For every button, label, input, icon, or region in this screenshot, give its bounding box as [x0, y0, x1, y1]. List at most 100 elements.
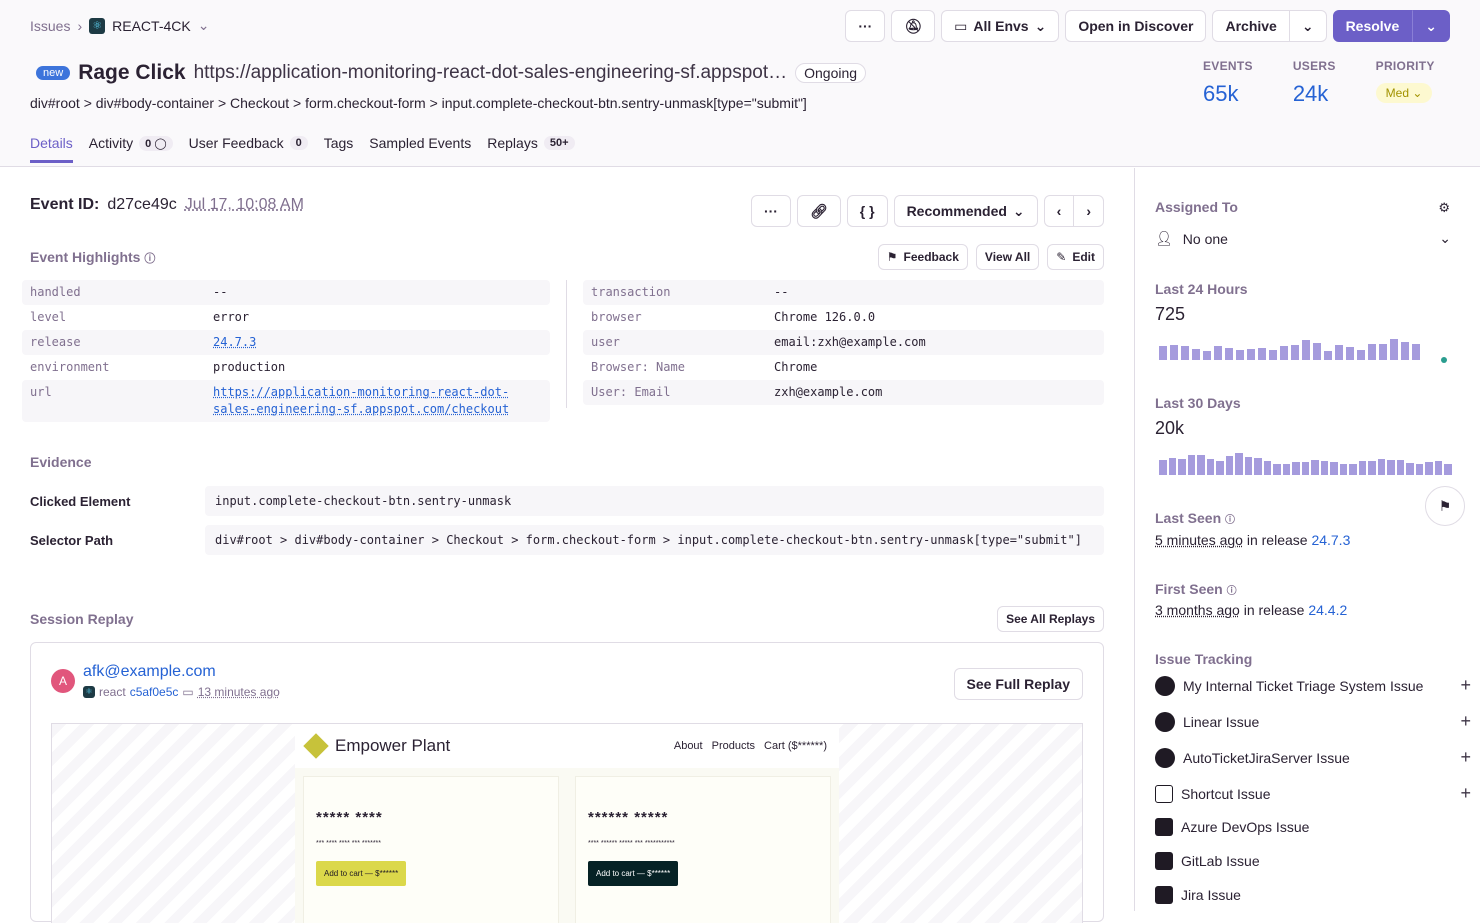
resolve-dropdown[interactable]: ⌄ [1412, 10, 1450, 42]
gear-icon[interactable]: ⚙ [1438, 200, 1450, 215]
plus-icon[interactable]: + [1460, 747, 1471, 767]
breadcrumb-project[interactable]: REACT-4CK [112, 17, 191, 34]
issue-tracking-label: Linear Issue [1183, 713, 1260, 730]
feedback-button[interactable]: ⚑ Feedback [877, 244, 968, 270]
highlight-row: transaction -- [583, 280, 1104, 305]
events-count[interactable]: 65k [1203, 81, 1239, 106]
plus-icon[interactable]: + [1460, 675, 1471, 695]
view-all-button[interactable]: View All [975, 244, 1040, 270]
feedback-fab[interactable]: ⚑ [1425, 486, 1465, 526]
sidebar: Assigned To ⚙ 👤︎ No one ⌄ Last 24 Hours 72… [1134, 168, 1480, 911]
issue-type: Rage Click [78, 61, 186, 84]
link-icon: 🔗︎ [809, 202, 828, 219]
site-nav-cart: Cart ($******) [764, 740, 827, 752]
sparkline-bar [1282, 464, 1290, 475]
last-seen-release[interactable]: 24.7.3 [1311, 532, 1351, 548]
recommended-dropdown[interactable]: Recommended ⌄ [893, 195, 1038, 227]
linear-icon [1155, 711, 1175, 732]
issue-tracking-item[interactable]: Linear Issue + [1155, 711, 1471, 732]
env-dropdown[interactable]: ▭ All Envs ⌄ [941, 10, 1060, 42]
events-label: EVENTS [1203, 59, 1253, 73]
issue-tracking-item[interactable]: AutoTicketJiraServer Issue + [1155, 747, 1471, 768]
tab-activity[interactable]: Activity 0 ◯ [89, 135, 173, 163]
last-30-count: 20k [1155, 418, 1185, 438]
last-30-label: Last 30 Days [1155, 395, 1241, 411]
sparkline-bar [1358, 461, 1366, 475]
event-time[interactable]: Jul 17, 10:08 AM [184, 196, 304, 213]
archive-button[interactable]: Archive [1212, 10, 1290, 42]
highlight-key: handled [30, 285, 81, 299]
plus-icon[interactable]: + [1460, 783, 1471, 803]
feedback-count: 0 [289, 136, 308, 150]
status-badge: Ongoing [795, 63, 867, 83]
priority-dropdown[interactable]: Med ⌄ [1375, 83, 1433, 103]
replay-user[interactable]: afk@example.com [83, 663, 216, 680]
issue-tracking-item[interactable]: My Internal Ticket Triage System Issue + [1155, 675, 1471, 696]
chevron-down-icon[interactable]: ⌄ [197, 17, 210, 33]
sparkline-bar [1263, 461, 1271, 475]
plus-icon[interactable]: + [1460, 711, 1471, 731]
megaphone-icon: ⚑ [886, 250, 898, 264]
edit-button[interactable]: ✎ Edit [1047, 244, 1104, 270]
divider [566, 280, 567, 408]
assignee-dropdown[interactable]: 👤︎ No one ⌄ [1155, 230, 1451, 247]
sparkline-bar [1401, 342, 1409, 360]
tab-tags[interactable]: Tags [324, 135, 354, 163]
highlight-key: Browser: Name [591, 360, 685, 374]
tab-sampled-events[interactable]: Sampled Events [369, 135, 471, 163]
resolve-button[interactable]: Resolve [1332, 10, 1413, 42]
more-button[interactable]: ··· [845, 10, 886, 42]
replay-player[interactable]: Empower Plant About Products Cart ($****… [51, 723, 1083, 923]
sparkline-bar [1406, 463, 1414, 475]
next-event-button[interactable]: › [1074, 195, 1104, 227]
tab-label: Replays [487, 135, 538, 151]
tab-replays[interactable]: Replays 50+ [487, 135, 575, 163]
clicked-element-label: Clicked Element [30, 493, 131, 509]
json-button[interactable]: { } [846, 195, 888, 227]
highlight-value[interactable]: https://application-monitoring-react-dot… [213, 385, 510, 416]
help-icon: ⓘ [144, 253, 156, 265]
mute-button[interactable]: 🔕︎ [891, 10, 936, 42]
sparkline-bar [1197, 455, 1205, 475]
site-nav-products: Products [711, 740, 756, 752]
event-more-button[interactable]: ··· [750, 195, 791, 227]
sparkline-bar [1415, 464, 1423, 475]
chevron-down-icon: ⌄ [1439, 230, 1451, 246]
highlight-value: error [213, 310, 250, 324]
issue-tracking-item[interactable]: GitLab Issue [1155, 852, 1471, 870]
sparkline-bar [1244, 457, 1252, 475]
replay-id[interactable]: c5af0e5c [129, 685, 179, 699]
issue-tracking-item[interactable]: Shortcut Issue + [1155, 783, 1471, 804]
highlight-value[interactable]: 24.7.3 [213, 335, 257, 349]
see-all-replays-button[interactable]: See All Replays [997, 606, 1104, 632]
breadcrumb-issues[interactable]: Issues [30, 17, 71, 34]
issue-url: https://application-monitoring-react-dot… [193, 62, 788, 83]
prev-event-button[interactable]: ‹ [1043, 195, 1075, 227]
assigned-to-label: Assigned To [1155, 199, 1238, 215]
last-30-chart[interactable] [1159, 449, 1452, 475]
issue-tracking-item[interactable]: Azure DevOps Issue [1155, 818, 1471, 836]
site-nav-about: About [673, 740, 703, 752]
jira-icon [1155, 886, 1173, 904]
tab-user-feedback[interactable]: User Feedback 0 [189, 135, 308, 163]
sparkline-bar [1396, 460, 1404, 475]
archive-dropdown[interactable]: ⌄ [1289, 10, 1327, 42]
clicked-element-value: input.complete-checkout-btn.sentry-unmas… [205, 486, 1104, 516]
sparkline-bar [1444, 464, 1452, 475]
event-id[interactable]: d27ce49c [107, 196, 177, 213]
sparkline-bar [1330, 462, 1338, 475]
release-marker[interactable] [1441, 357, 1447, 363]
last-24-chart[interactable] [1159, 334, 1420, 360]
comment-icon: ◯ [154, 137, 167, 150]
first-seen-release[interactable]: 24.4.2 [1308, 602, 1348, 618]
highlight-key: user [591, 335, 620, 349]
users-count[interactable]: 24k [1292, 81, 1329, 106]
tab-details[interactable]: Details [30, 135, 73, 163]
sparkline-bar [1225, 348, 1233, 360]
open-in-discover-button[interactable]: Open in Discover [1065, 10, 1207, 42]
issue-tracking-item[interactable]: Jira Issue [1155, 886, 1471, 904]
calendar-icon: ▭ [182, 685, 194, 699]
sparkline-bar [1434, 461, 1442, 475]
copy-link-button[interactable]: 🔗︎ [796, 195, 841, 227]
see-full-replay-button[interactable]: See Full Replay [953, 668, 1083, 700]
